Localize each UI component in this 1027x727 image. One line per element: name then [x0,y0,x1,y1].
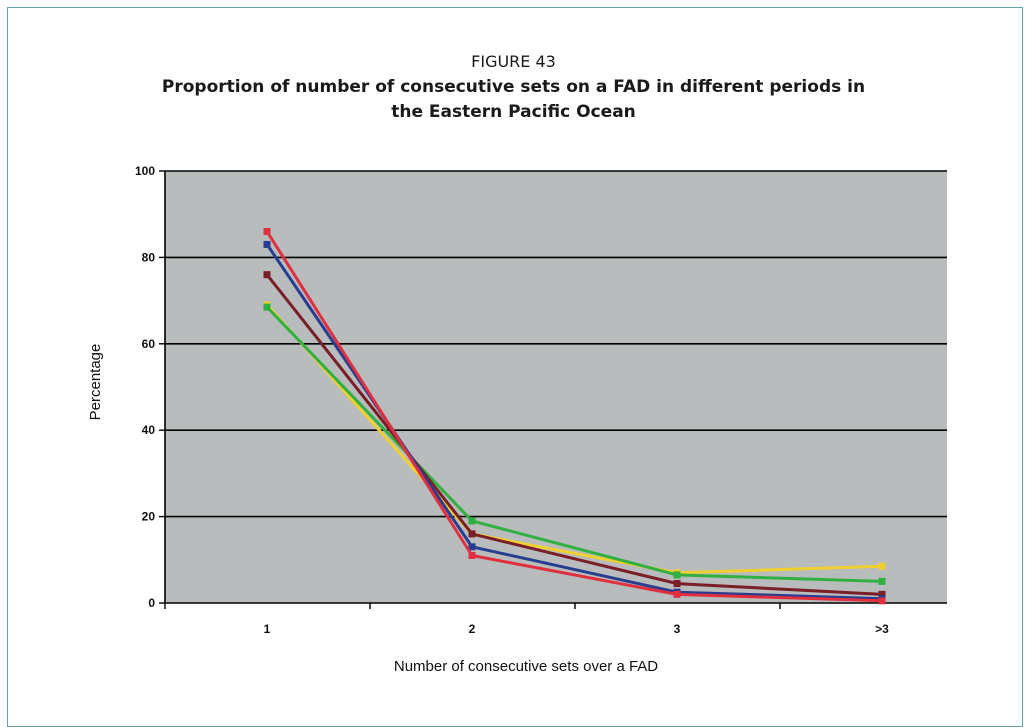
series-2-point-2 [673,580,681,588]
y-tick-label-5: 100 [135,164,155,178]
x-tick-label-1: 2 [469,622,476,636]
series-1-line [265,306,883,583]
series-4-point-1 [468,551,476,559]
series-0-point-3 [878,562,886,570]
y-tick-label-1: 20 [142,510,156,524]
series-2-point-1 [468,530,476,538]
y-tick-label-4: 80 [142,250,156,264]
x-tick-label-3: >3 [875,622,889,636]
figure-title: Proportion of number of consecutive sets… [0,75,1027,125]
series-1-point-1 [468,517,476,525]
series-3-point-1 [468,543,476,551]
series-1-point-0 [263,303,271,311]
series-4 [263,227,886,605]
y-tick-label-3: 60 [142,337,156,351]
series-group [263,227,886,605]
x-tick-label-2: 3 [674,622,681,636]
series-4-point-0 [263,227,271,235]
series-2-point-3 [878,590,886,598]
y-axis-label: Percentage [87,344,104,421]
x-tick-label-0: 1 [264,622,271,636]
y-tick-label-2: 40 [142,423,156,437]
series-1-point-2 [673,571,681,579]
series-1-point-3 [878,577,886,585]
figure-label: FIGURE 43 [471,52,556,71]
y-tick-labels: 0 20 40 60 80 100 [135,164,155,610]
x-tick-labels: 1 2 3 >3 [264,622,890,636]
series-2-line [265,273,883,596]
plot-area [165,171,947,603]
series-4-point-3 [878,597,886,605]
plot-background [165,171,947,603]
axes [159,170,947,609]
figure-title-line-1: Proportion of number of consecutive sets… [161,77,866,97]
gridlines [165,170,947,518]
series-0-line [265,303,883,575]
series-4-point-2 [673,590,681,598]
figure-title-line-2: the Eastern Pacific Ocean [391,102,636,122]
series-2-point-0 [263,271,271,279]
series-1 [263,303,886,585]
series-2 [263,271,886,598]
y-tick-label-0: 0 [148,596,155,610]
series-3-point-0 [263,240,271,248]
x-axis-label: Number of consecutive sets over a FAD [394,658,658,675]
series-4-line [265,230,883,603]
line-chart: 0 20 40 60 80 100 1 2 3 >3 Percentage Number of … [87,164,947,675]
